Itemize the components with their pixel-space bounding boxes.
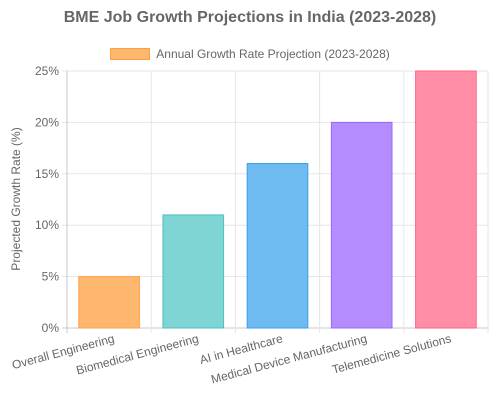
legend-swatch [110, 48, 151, 60]
y-tick-label: 5% [42, 270, 60, 284]
bars [78, 70, 477, 329]
bar[interactable] [330, 121, 393, 329]
y-axis-title: Projected Growth Rate (%) [9, 127, 23, 270]
y-tick-label: 10% [35, 218, 59, 232]
bar[interactable] [415, 70, 477, 329]
legend[interactable]: Annual Growth Rate Projection (2023-2028… [0, 47, 500, 61]
y-tick-label: 0% [42, 321, 60, 335]
bar[interactable] [246, 163, 309, 329]
legend-label: Annual Growth Rate Projection (2023-2028… [156, 47, 390, 61]
chart-title: BME Job Growth Projections in India (202… [63, 9, 437, 26]
y-tick-label: 25% [35, 64, 59, 78]
y-tick-label: 15% [35, 167, 59, 181]
y-tick-label: 20% [35, 115, 59, 129]
bar[interactable] [78, 276, 140, 329]
bar[interactable] [162, 214, 225, 329]
